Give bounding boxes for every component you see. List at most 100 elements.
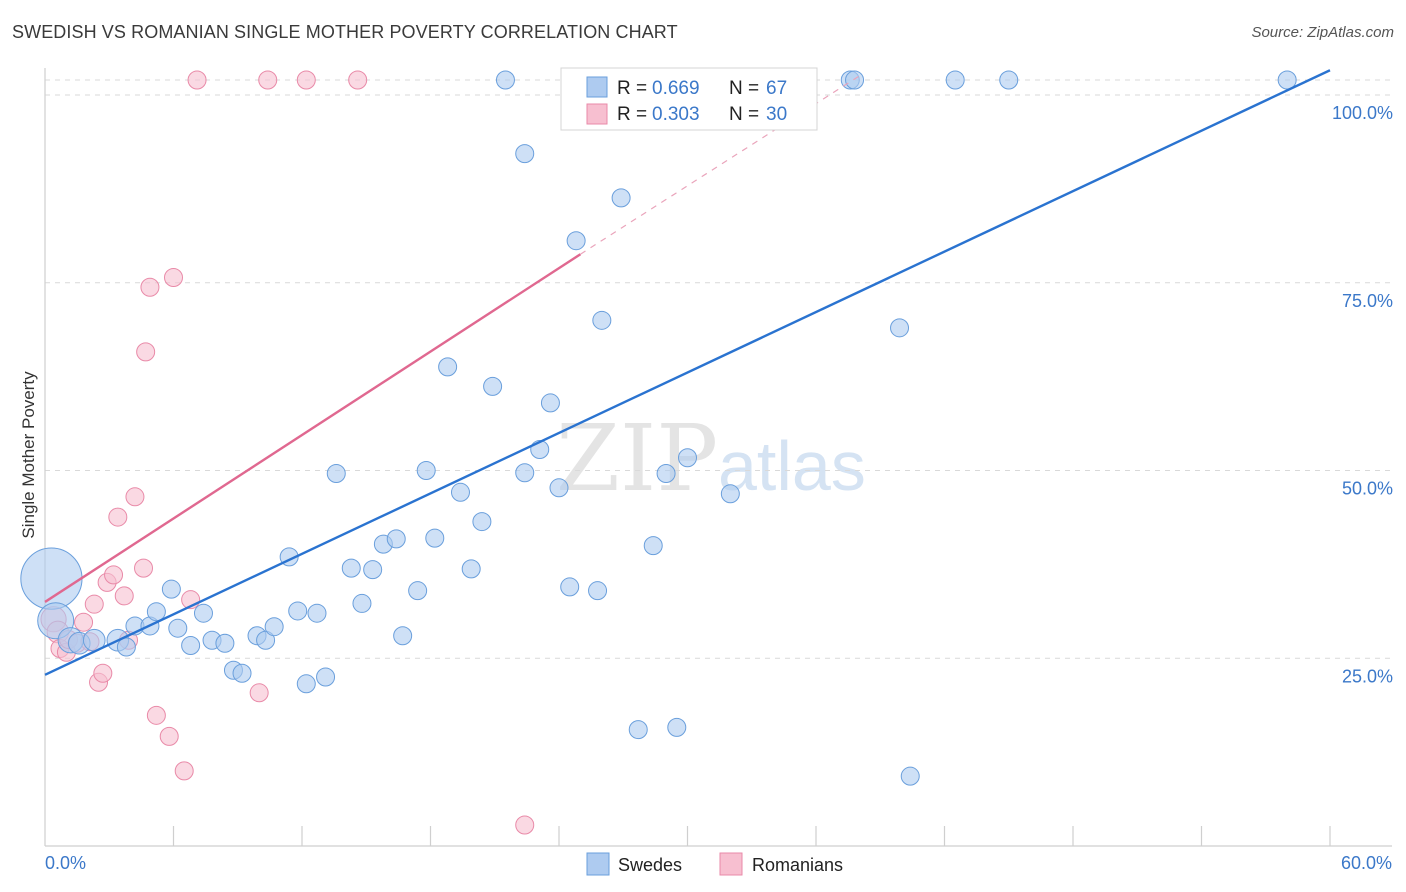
romanians-point [136,342,156,362]
swedes-point [146,602,166,622]
chart-title: SWEDISH VS ROMANIAN SINGLE MOTHER POVERT… [12,22,678,42]
romanians-point [93,663,113,683]
romanians-point [187,70,207,90]
romanians-point [515,815,535,835]
legend-swatch-romanians [586,103,608,125]
swedes-point [588,581,608,601]
swedes-trend-line [44,69,1331,676]
swedes-point [515,144,535,164]
legend-r-value-romanians: 0.303 [652,104,700,125]
y-tick-label: 50.0% [1342,479,1393,499]
romanians-point [114,586,134,606]
swedes-point [845,70,865,90]
swedes-point [408,581,428,601]
swedes-point [416,461,436,481]
swedes-point [20,547,83,610]
swedes-point [611,188,631,208]
x-tick-label-max: 60.0% [1341,853,1392,873]
legend-swatch-swedes [586,76,608,98]
swedes-point [341,558,361,578]
swedes-point [560,577,580,597]
y-tick-labels: 25.0% 50.0% 75.0% 100.0% [1332,103,1393,686]
swedes-point [643,536,663,556]
romanians-point [249,683,269,703]
legend-r-label-swedes: R = [617,78,647,99]
romanians-point [104,565,124,585]
series-legend-swatch-swedes [586,852,610,876]
swedes-point [168,618,188,638]
romanians-point [258,70,278,90]
romanians-point [174,761,194,781]
romanians-point [164,268,183,288]
source-note: Source: ZipAtlas.com [1251,24,1394,41]
romanians-point [140,277,160,297]
swedes-point [628,720,648,740]
swedes-point [393,626,413,646]
y-tick-label: 100.0% [1332,103,1393,123]
y-tick-label: 75.0% [1342,291,1393,311]
swedes-point [549,478,569,498]
series-legend: Swedes Romanians [586,852,843,876]
data-points [20,70,1297,835]
trend-lines [44,69,1331,676]
swedes-point [215,633,235,653]
watermark: ZIP atlas [556,405,866,512]
swedes-point [307,603,327,623]
legend-r-label-romanians: R = [617,104,647,125]
swedes-point [472,512,492,532]
romanians-point [125,487,145,507]
swedes-point [288,601,308,621]
romanians-point [134,558,154,578]
swedes-point [161,579,181,599]
swedes-point [667,717,687,737]
x-axis-ticks [172,826,1331,846]
series-legend-label-romanians: Romanians [752,855,843,875]
romanians-point [159,726,179,746]
swedes-point [438,357,458,377]
legend-n-value-swedes: 67 [766,78,787,99]
romanians-point [84,594,104,614]
swedes-point [540,393,560,413]
romanians-point [296,70,316,90]
series-legend-label-swedes: Swedes [618,855,682,875]
series-legend-swatch-romanians [719,852,743,876]
swedes-point [461,559,481,579]
swedes-point [425,528,445,548]
swedes-point [1277,70,1297,90]
swedes-point [945,70,965,90]
x-tick-label-min: 0.0% [45,853,86,873]
swedes-point [678,448,697,468]
watermark-atlas: atlas [718,427,866,505]
swedes-point [592,310,612,330]
swedes-point [316,667,336,687]
romanians-point [348,70,368,90]
swedes-point [450,482,470,502]
romanians-point [146,705,166,725]
swedes-point [256,630,276,650]
swedes-point [326,464,346,484]
swedes-point [566,231,586,251]
swedes-point [720,484,740,504]
swedes-point [495,70,515,90]
swedes-point [386,529,406,549]
swedes-point [656,464,676,484]
romanians-point [74,612,94,632]
swedes-point [483,376,503,396]
swedes-point [363,560,383,580]
romanians-point [108,507,128,527]
swedes-point [900,766,920,786]
swedes-point [999,70,1019,90]
romanians-trend-line [44,253,582,603]
swedes-point [515,463,535,483]
correlation-legend: R = 0.669 N = 67 R = 0.303 N = 30 [560,67,818,131]
swedes-point [890,318,910,338]
swedes-point [116,637,136,657]
swedes-point [232,663,252,683]
swedes-point [193,603,213,623]
y-axis-label: Single Mother Poverty [19,371,38,539]
swedes-point [296,674,316,694]
legend-r-value-swedes: 0.669 [652,78,700,99]
gridlines [45,79,1392,659]
swedes-point [352,593,372,613]
